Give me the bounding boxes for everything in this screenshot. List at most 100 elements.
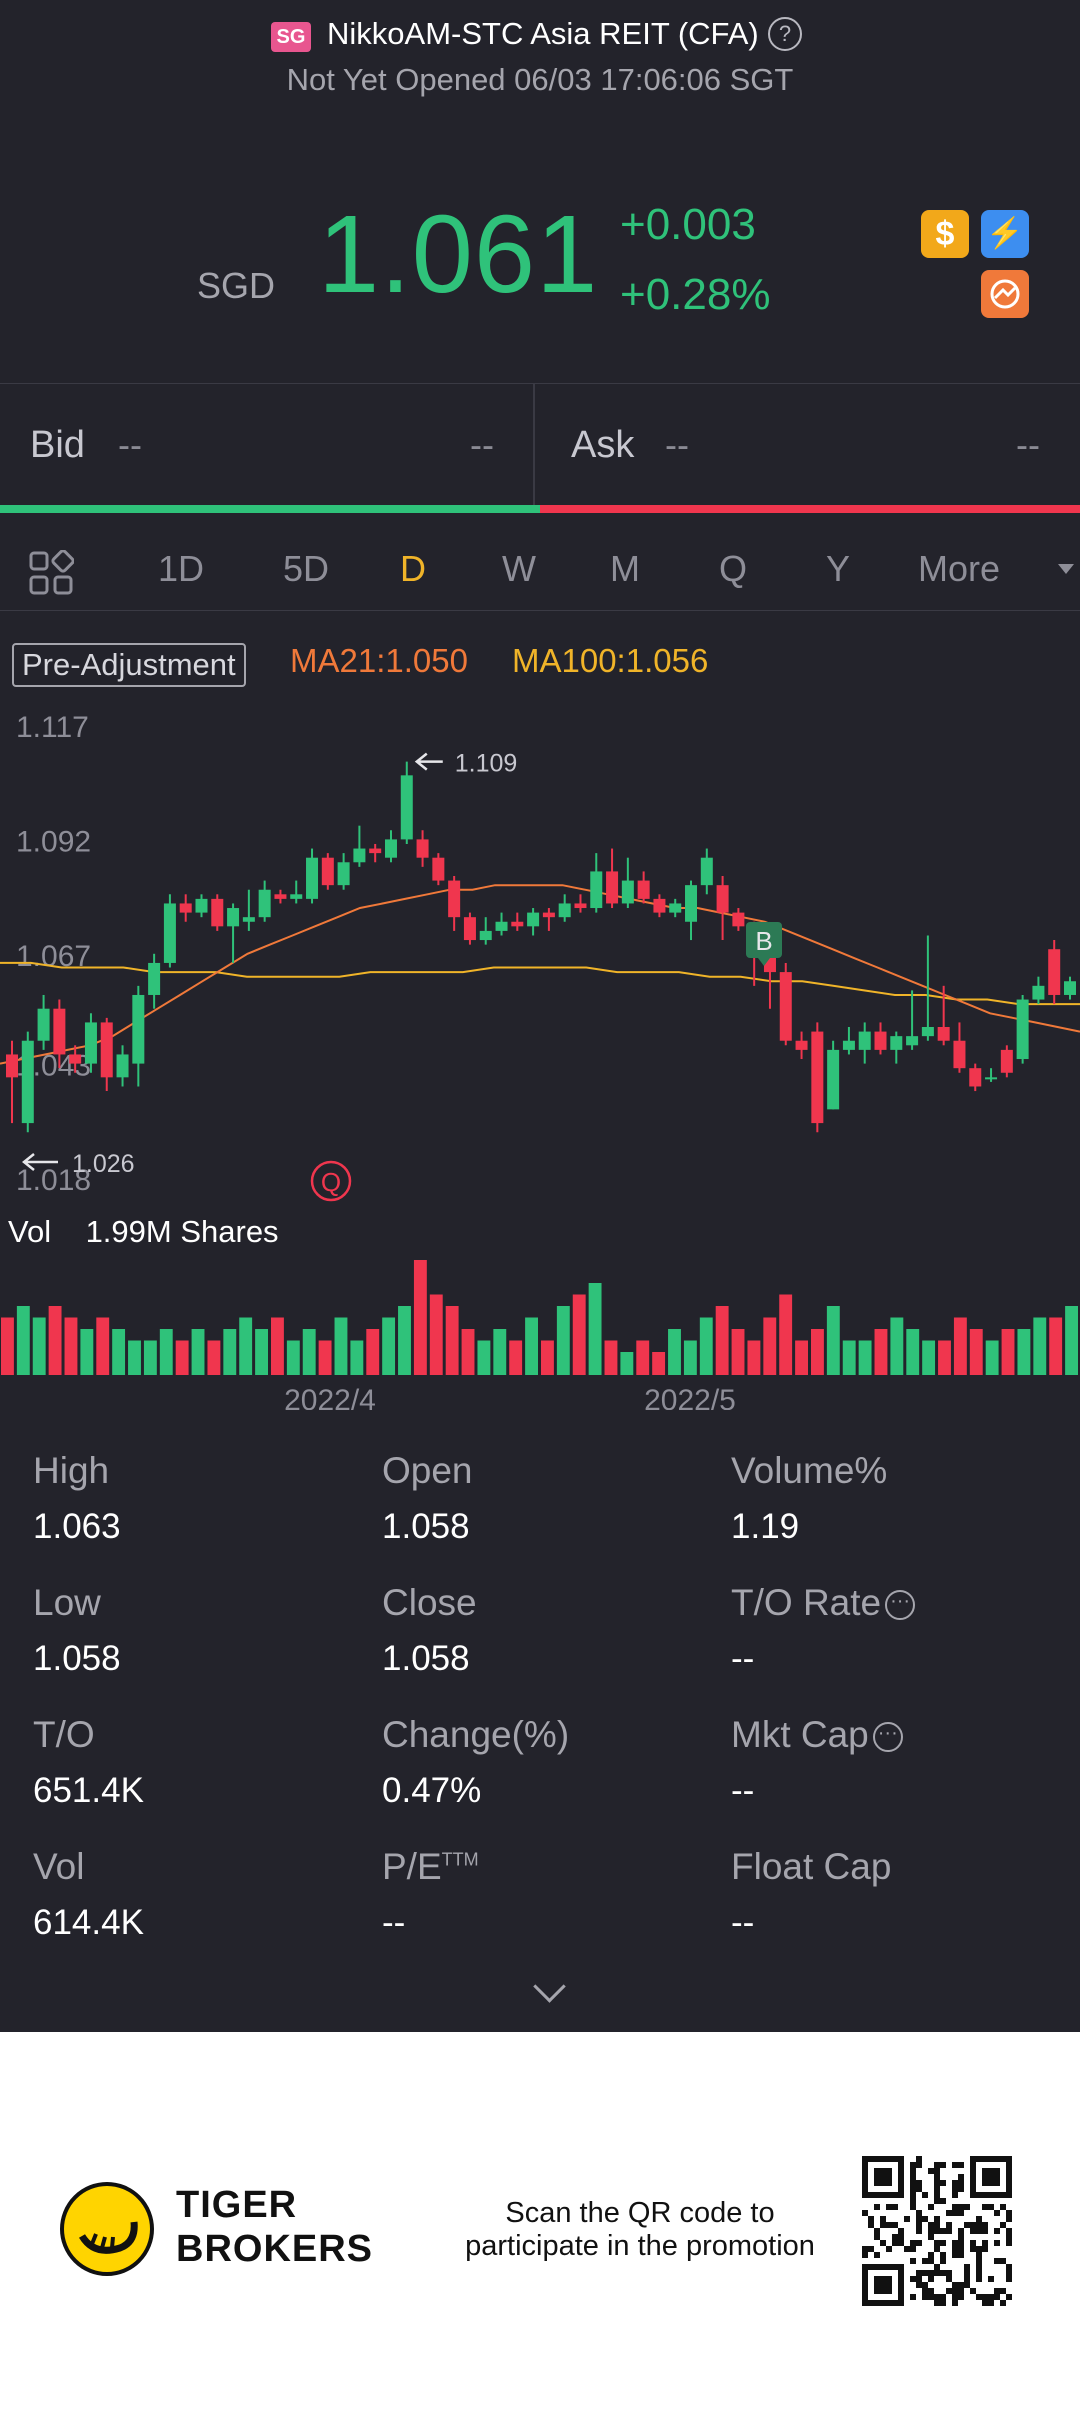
stat-pe-label: P/ETTM bbox=[382, 1846, 479, 1888]
stock-title[interactable]: NikkoAM-STC Asia REIT (CFA) bbox=[327, 16, 759, 51]
candle-body bbox=[574, 903, 587, 909]
qr-module bbox=[880, 2300, 886, 2306]
qr-module bbox=[898, 2168, 904, 2174]
qr-module bbox=[880, 2168, 886, 2174]
qr-module bbox=[976, 2258, 982, 2264]
tab-1d[interactable]: 1D bbox=[158, 548, 205, 589]
ask-price: -- bbox=[665, 424, 689, 465]
qr-module bbox=[976, 2294, 982, 2300]
candle-body bbox=[6, 1054, 18, 1078]
candle-body bbox=[290, 894, 303, 899]
candle-body bbox=[606, 871, 619, 904]
qr-module bbox=[940, 2240, 946, 2246]
stat-vol-label: Vol bbox=[33, 1846, 85, 1887]
qr-module bbox=[952, 2204, 958, 2210]
qr-module bbox=[952, 2180, 958, 2186]
qr-module bbox=[874, 2204, 880, 2210]
qr-module bbox=[922, 2294, 928, 2300]
qr-module bbox=[976, 2156, 982, 2162]
qr-module bbox=[910, 2276, 916, 2282]
expand-chevron-icon[interactable] bbox=[533, 1970, 566, 2003]
kline-chart[interactable]: 1.1171.0921.0671.0431.0181.1091.026QB202… bbox=[0, 690, 1080, 1410]
candle-body bbox=[384, 839, 397, 858]
qr-module bbox=[880, 2240, 886, 2246]
volume-bar bbox=[1017, 1329, 1031, 1375]
layout-grid-icon[interactable] bbox=[28, 549, 75, 596]
qr-module bbox=[886, 2204, 892, 2210]
qr-module bbox=[958, 2234, 964, 2240]
qr-module bbox=[952, 2252, 958, 2258]
qr-module bbox=[868, 2216, 874, 2222]
volume-bar bbox=[985, 1340, 999, 1375]
qr-module bbox=[886, 2174, 892, 2180]
volume-bar bbox=[318, 1340, 332, 1375]
qr-module bbox=[922, 2192, 928, 2198]
tab-month[interactable]: M bbox=[610, 548, 640, 589]
qr-module bbox=[874, 2282, 880, 2288]
qr-code[interactable] bbox=[862, 2156, 1012, 2306]
qr-module bbox=[874, 2168, 880, 2174]
qr-module bbox=[916, 2276, 922, 2282]
dollar-icon[interactable]: $ bbox=[921, 210, 969, 258]
qr-module bbox=[970, 2180, 976, 2186]
tab-year[interactable]: Y bbox=[826, 548, 851, 589]
qr-module bbox=[862, 2180, 868, 2186]
qr-module bbox=[958, 2240, 964, 2246]
question-circle-icon[interactable]: ? bbox=[768, 17, 802, 51]
volume-bar bbox=[938, 1340, 951, 1375]
volume-bar bbox=[461, 1329, 475, 1375]
candle-body bbox=[590, 871, 603, 909]
qr-module bbox=[982, 2156, 988, 2162]
volume-bar bbox=[445, 1306, 459, 1375]
qr-module bbox=[874, 2252, 880, 2258]
volume-bar bbox=[334, 1317, 348, 1375]
adjustment-toggle[interactable]: Pre-Adjustment bbox=[12, 643, 246, 687]
qr-module bbox=[952, 2282, 958, 2288]
qr-module bbox=[988, 2300, 994, 2306]
more-info-icon[interactable]: ··· bbox=[885, 1590, 916, 1621]
qr-module bbox=[994, 2288, 1000, 2294]
brand-line2: BROKERS bbox=[176, 2228, 374, 2270]
bid-price: -- bbox=[118, 424, 142, 465]
qr-module bbox=[982, 2174, 988, 2180]
volume-bar bbox=[715, 1306, 729, 1375]
qr-module bbox=[934, 2168, 940, 2174]
tab-5d[interactable]: 5D bbox=[283, 548, 330, 589]
qr-module bbox=[868, 2264, 874, 2270]
tab-week[interactable]: W bbox=[502, 548, 536, 589]
header: SG NikkoAM-STC Asia REIT (CFA) ? Not Yet… bbox=[0, 0, 1080, 120]
ask-size: -- bbox=[1016, 424, 1040, 465]
qr-module bbox=[1006, 2270, 1012, 2276]
qr-module bbox=[922, 2270, 928, 2276]
more-info-icon[interactable]: ··· bbox=[872, 1722, 903, 1753]
qr-module bbox=[994, 2192, 1000, 2198]
qr-module bbox=[928, 2258, 934, 2264]
qr-module bbox=[862, 2270, 868, 2276]
buy-marker-pointer bbox=[758, 958, 770, 966]
qr-module bbox=[910, 2204, 916, 2210]
ma100-label: MA100:1.056 bbox=[512, 642, 709, 679]
tab-quarter[interactable]: Q bbox=[719, 548, 748, 589]
currency-label: SGD bbox=[197, 265, 276, 306]
buy-marker: B bbox=[755, 926, 772, 956]
candle-body bbox=[621, 880, 634, 904]
chevron-down-icon[interactable] bbox=[1058, 564, 1074, 574]
volume-bar bbox=[1049, 1317, 1063, 1375]
candle-body bbox=[179, 903, 192, 913]
flash-icon[interactable]: ⚡ bbox=[981, 210, 1029, 258]
buy-marker-icon bbox=[746, 922, 782, 958]
qr-module bbox=[982, 2300, 988, 2306]
qr-module bbox=[958, 2288, 964, 2294]
swap-icon[interactable] bbox=[981, 270, 1029, 318]
qr-module bbox=[940, 2294, 946, 2300]
volume-bar bbox=[1065, 1306, 1078, 1375]
qr-module bbox=[1006, 2156, 1012, 2162]
stat-torate-text: T/O Rate bbox=[731, 1582, 882, 1623]
tab-day[interactable]: D bbox=[400, 548, 426, 589]
qr-module bbox=[958, 2228, 964, 2234]
tab-more[interactable]: More bbox=[918, 548, 1001, 589]
qr-module bbox=[952, 2186, 958, 2192]
qr-module bbox=[862, 2162, 868, 2168]
candle-body bbox=[479, 930, 492, 941]
stat-close: 1.058 bbox=[382, 1639, 470, 1678]
